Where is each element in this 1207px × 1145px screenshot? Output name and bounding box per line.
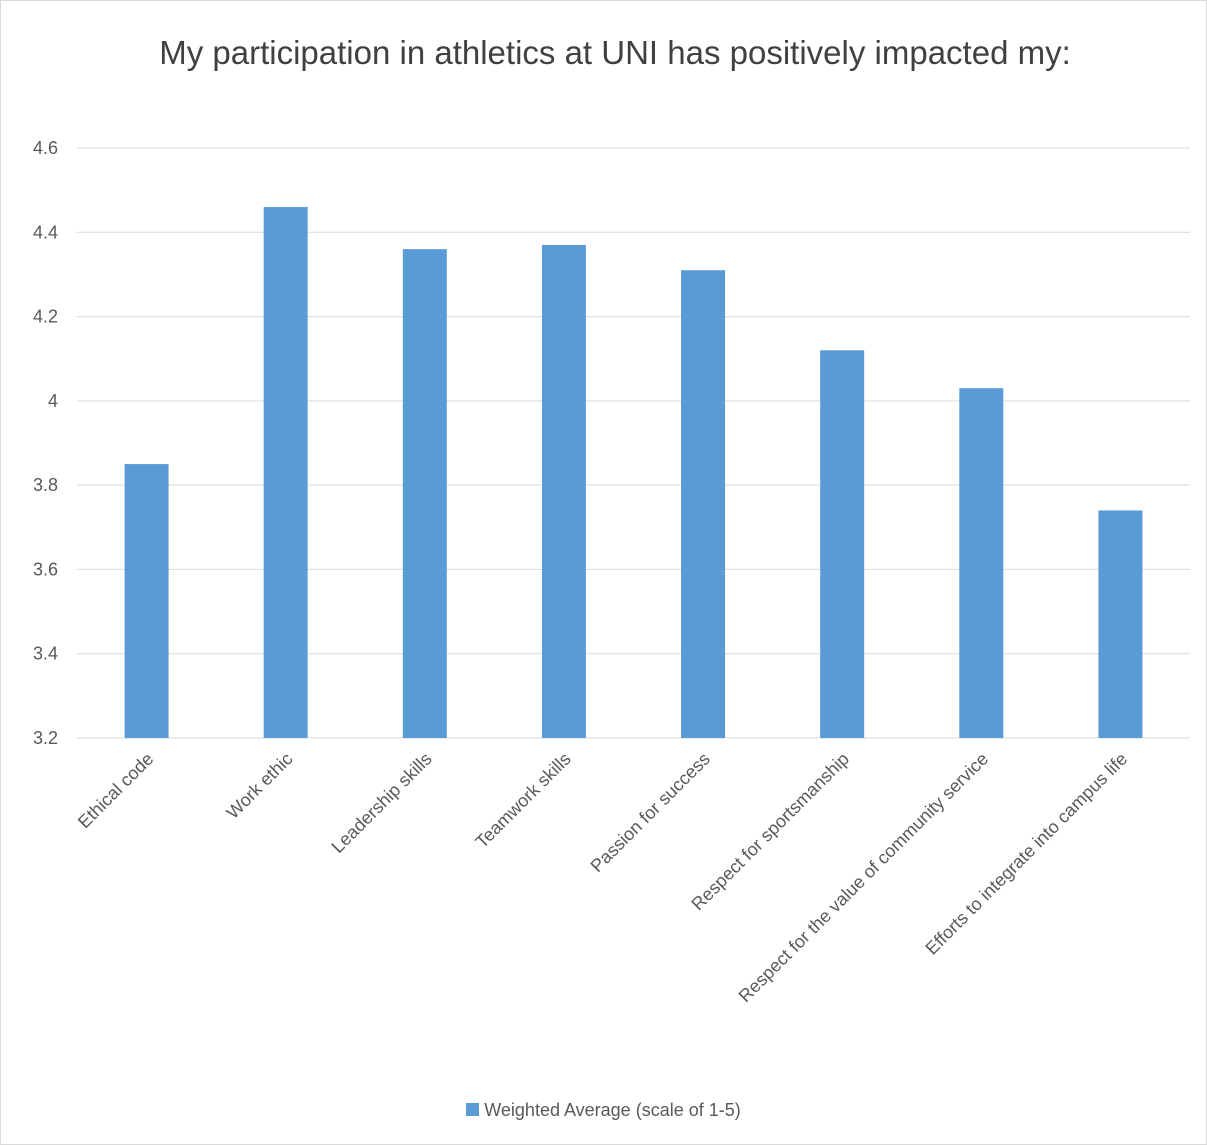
y-tick-label: 4.4 <box>33 222 58 242</box>
y-tick-label: 3.4 <box>33 644 58 664</box>
bar <box>959 388 1004 738</box>
bar <box>1098 510 1143 738</box>
x-category-label: Respect for sportsmanship <box>687 749 853 915</box>
y-tick-label: 3.2 <box>33 728 58 748</box>
bar <box>402 249 447 738</box>
x-category-label: Passion for success <box>587 749 714 876</box>
bar <box>124 464 169 738</box>
y-tick-label: 4 <box>48 391 58 411</box>
y-tick-label: 4.2 <box>33 307 58 327</box>
chart-title: My participation in athletics at UNI has… <box>159 34 1071 71</box>
y-tick-label: 3.6 <box>33 559 58 579</box>
y-tick-label: 3.8 <box>33 475 58 495</box>
x-category-label: Respect for the value of community servi… <box>735 749 992 1006</box>
x-category-label: Leadership skills <box>327 749 435 857</box>
bar <box>541 244 586 738</box>
legend: Weighted Average (scale of 1-5) <box>0 1100 1207 1121</box>
gridlines <box>77 147 1190 739</box>
bars <box>124 207 1143 738</box>
bar <box>263 207 308 738</box>
bar <box>820 350 865 738</box>
x-axis-labels: Ethical code Work ethic Leadership skills T… <box>74 749 1131 1006</box>
y-axis-ticks: 3.2 3.4 3.6 3.8 4 4.2 4.4 4.6 <box>33 138 58 748</box>
legend-swatch <box>466 1102 480 1116</box>
y-tick-label: 4.6 <box>33 138 58 158</box>
legend-label: Weighted Average (scale of 1-5) <box>484 1100 741 1120</box>
x-category-label: Ethical code <box>74 749 157 832</box>
x-category-label: Work ethic <box>222 749 296 823</box>
bar <box>681 270 726 738</box>
x-category-label: Teamwork skills <box>472 749 575 852</box>
